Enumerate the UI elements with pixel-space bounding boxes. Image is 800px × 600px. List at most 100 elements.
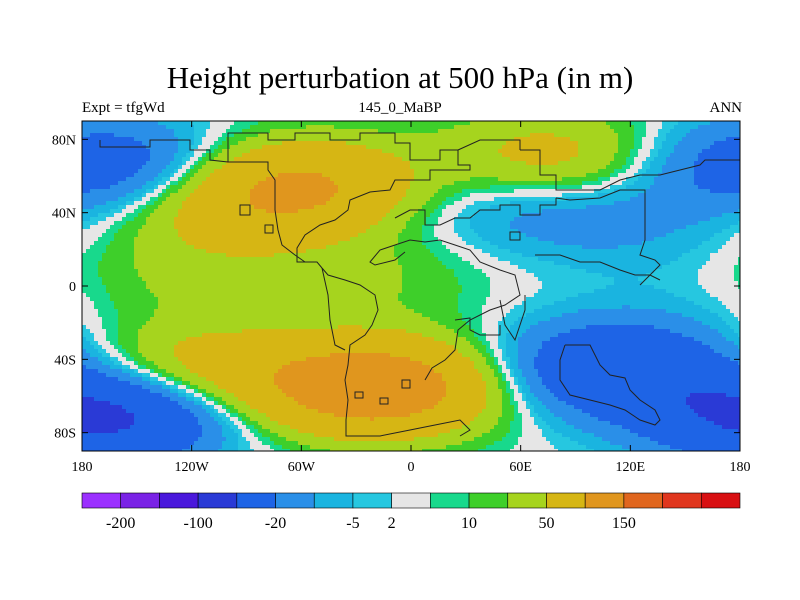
field-cell (578, 173, 583, 178)
field-cell (650, 237, 655, 242)
field-cell (722, 217, 727, 222)
field-cell (106, 133, 111, 138)
experiment-label: Expt = tfgWd (82, 100, 165, 116)
field-cell (318, 233, 323, 238)
field-cell (266, 169, 271, 174)
field-cell (362, 213, 367, 218)
field-cell (670, 237, 675, 242)
field-cell (446, 165, 451, 170)
field-cell (390, 161, 395, 166)
field-cell (586, 121, 591, 126)
field-cell (606, 177, 611, 182)
field-cell (658, 233, 663, 238)
field-cell (602, 173, 607, 178)
field-cell (534, 217, 539, 222)
field-cell (358, 153, 363, 158)
field-cell (178, 157, 183, 162)
field-cell (346, 181, 351, 186)
field-cell (722, 177, 727, 182)
field-cell (522, 157, 527, 162)
field-cell (634, 161, 639, 166)
field-cell (90, 125, 95, 130)
field-cell (406, 205, 411, 210)
field-cell (162, 121, 167, 126)
field-cell (298, 165, 303, 170)
field-cell (382, 229, 387, 234)
field-cell (122, 225, 127, 230)
field-cell (630, 161, 635, 166)
field-cell (630, 145, 635, 150)
field-cell (258, 141, 263, 146)
field-cell (578, 137, 583, 142)
field-cell (202, 125, 207, 130)
field-cell (554, 145, 559, 150)
field-cell (218, 229, 223, 234)
field-cell (106, 173, 111, 178)
field-cell (650, 193, 655, 198)
field-cell (410, 197, 415, 202)
field-cell (182, 149, 187, 154)
field-cell (578, 225, 583, 230)
field-cell (558, 173, 563, 178)
field-cell (258, 169, 263, 174)
field-cell (498, 213, 503, 218)
field-cell (530, 205, 535, 210)
field-cell (262, 129, 267, 134)
field-cell (598, 125, 603, 130)
field-cell (278, 149, 283, 154)
field-cell (354, 193, 359, 198)
field-cell (606, 133, 611, 138)
field-cell (286, 181, 291, 186)
field-cell (186, 209, 191, 214)
field-cell (526, 205, 531, 210)
field-cell (598, 237, 603, 242)
field-cell (494, 229, 499, 234)
field-cell (150, 185, 155, 190)
field-cell (274, 233, 279, 238)
field-cell (622, 237, 627, 242)
field-cell (118, 169, 123, 174)
field-cell (594, 169, 599, 174)
field-cell (134, 197, 139, 202)
field-cell (302, 149, 307, 154)
field-cell (678, 237, 683, 242)
field-cell (482, 145, 487, 150)
field-cell (214, 241, 219, 246)
field-cell (370, 193, 375, 198)
field-cell (126, 197, 131, 202)
field-cell (318, 189, 323, 194)
field-cell (666, 197, 671, 202)
field-cell (294, 161, 299, 166)
field-cell (306, 225, 311, 230)
field-cell (354, 149, 359, 154)
field-cell (386, 173, 391, 178)
field-cell (530, 217, 535, 222)
field-cell (422, 181, 427, 186)
field-cell (410, 189, 415, 194)
field-cell (318, 181, 323, 186)
field-cell (310, 169, 315, 174)
field-cell (350, 157, 355, 162)
field-cell (390, 125, 395, 130)
field-cell (438, 213, 443, 218)
field-cell (474, 213, 479, 218)
field-cell (426, 177, 431, 182)
field-cell (614, 165, 619, 170)
field-cell (158, 225, 163, 230)
field-cell (490, 169, 495, 174)
field-cell (714, 153, 719, 158)
field-cell (542, 169, 547, 174)
field-cell (470, 197, 475, 202)
field-cell (206, 153, 211, 158)
field-cell (330, 169, 335, 174)
field-cell (94, 197, 99, 202)
field-cell (298, 193, 303, 198)
field-cell (198, 141, 203, 146)
field-cell (358, 229, 363, 234)
field-cell (118, 165, 123, 170)
field-cell (418, 121, 423, 126)
field-cell (398, 137, 403, 142)
field-cell (710, 141, 715, 146)
field-cell (626, 177, 631, 182)
